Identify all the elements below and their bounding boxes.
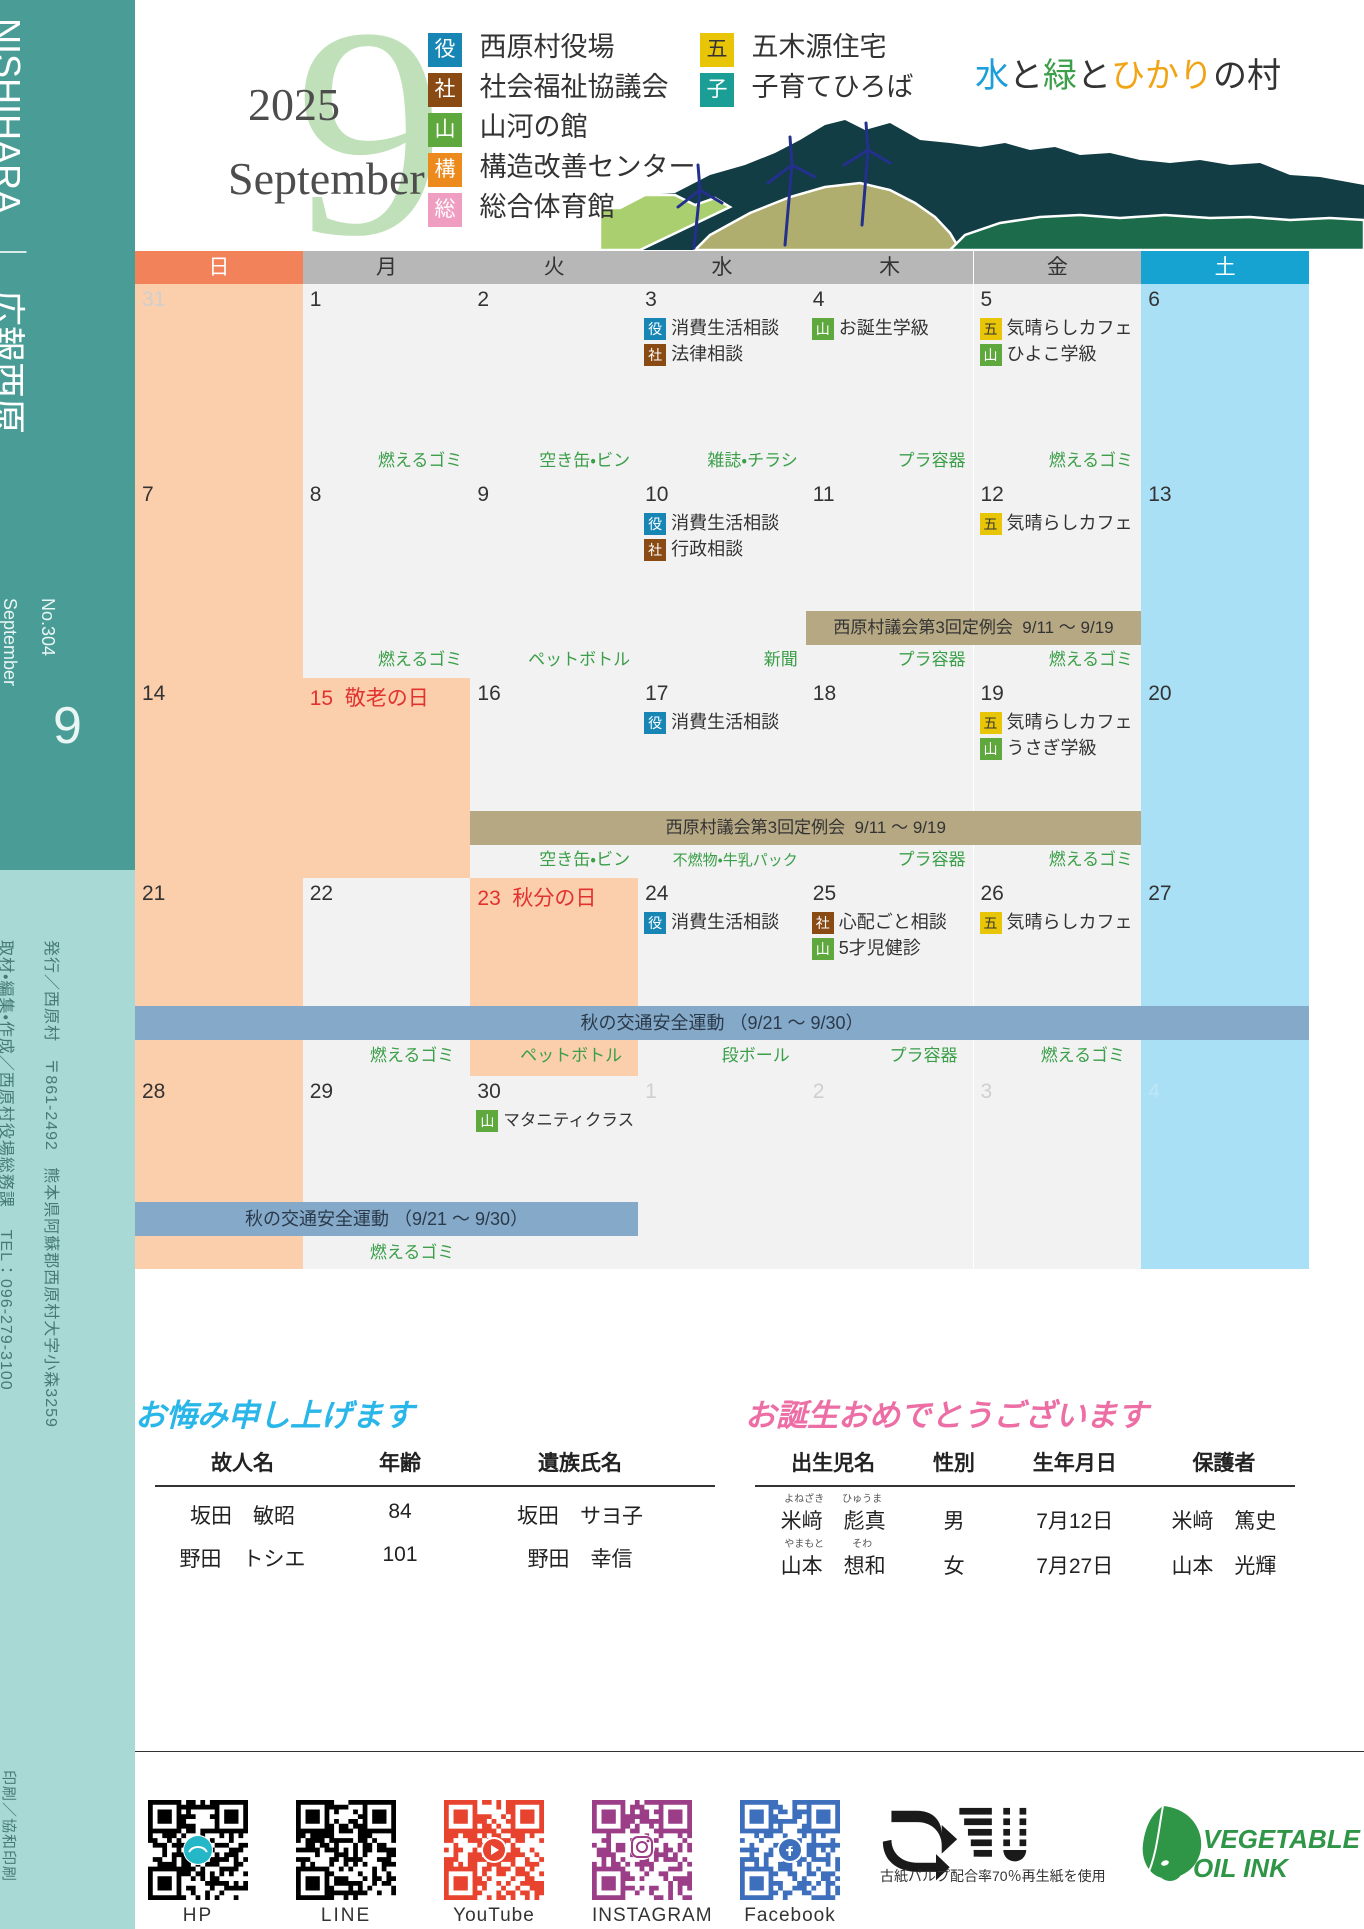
- svg-text:VEGETABLE: VEGETABLE: [1203, 1824, 1361, 1854]
- svg-text:OIL INK: OIL INK: [1193, 1853, 1290, 1883]
